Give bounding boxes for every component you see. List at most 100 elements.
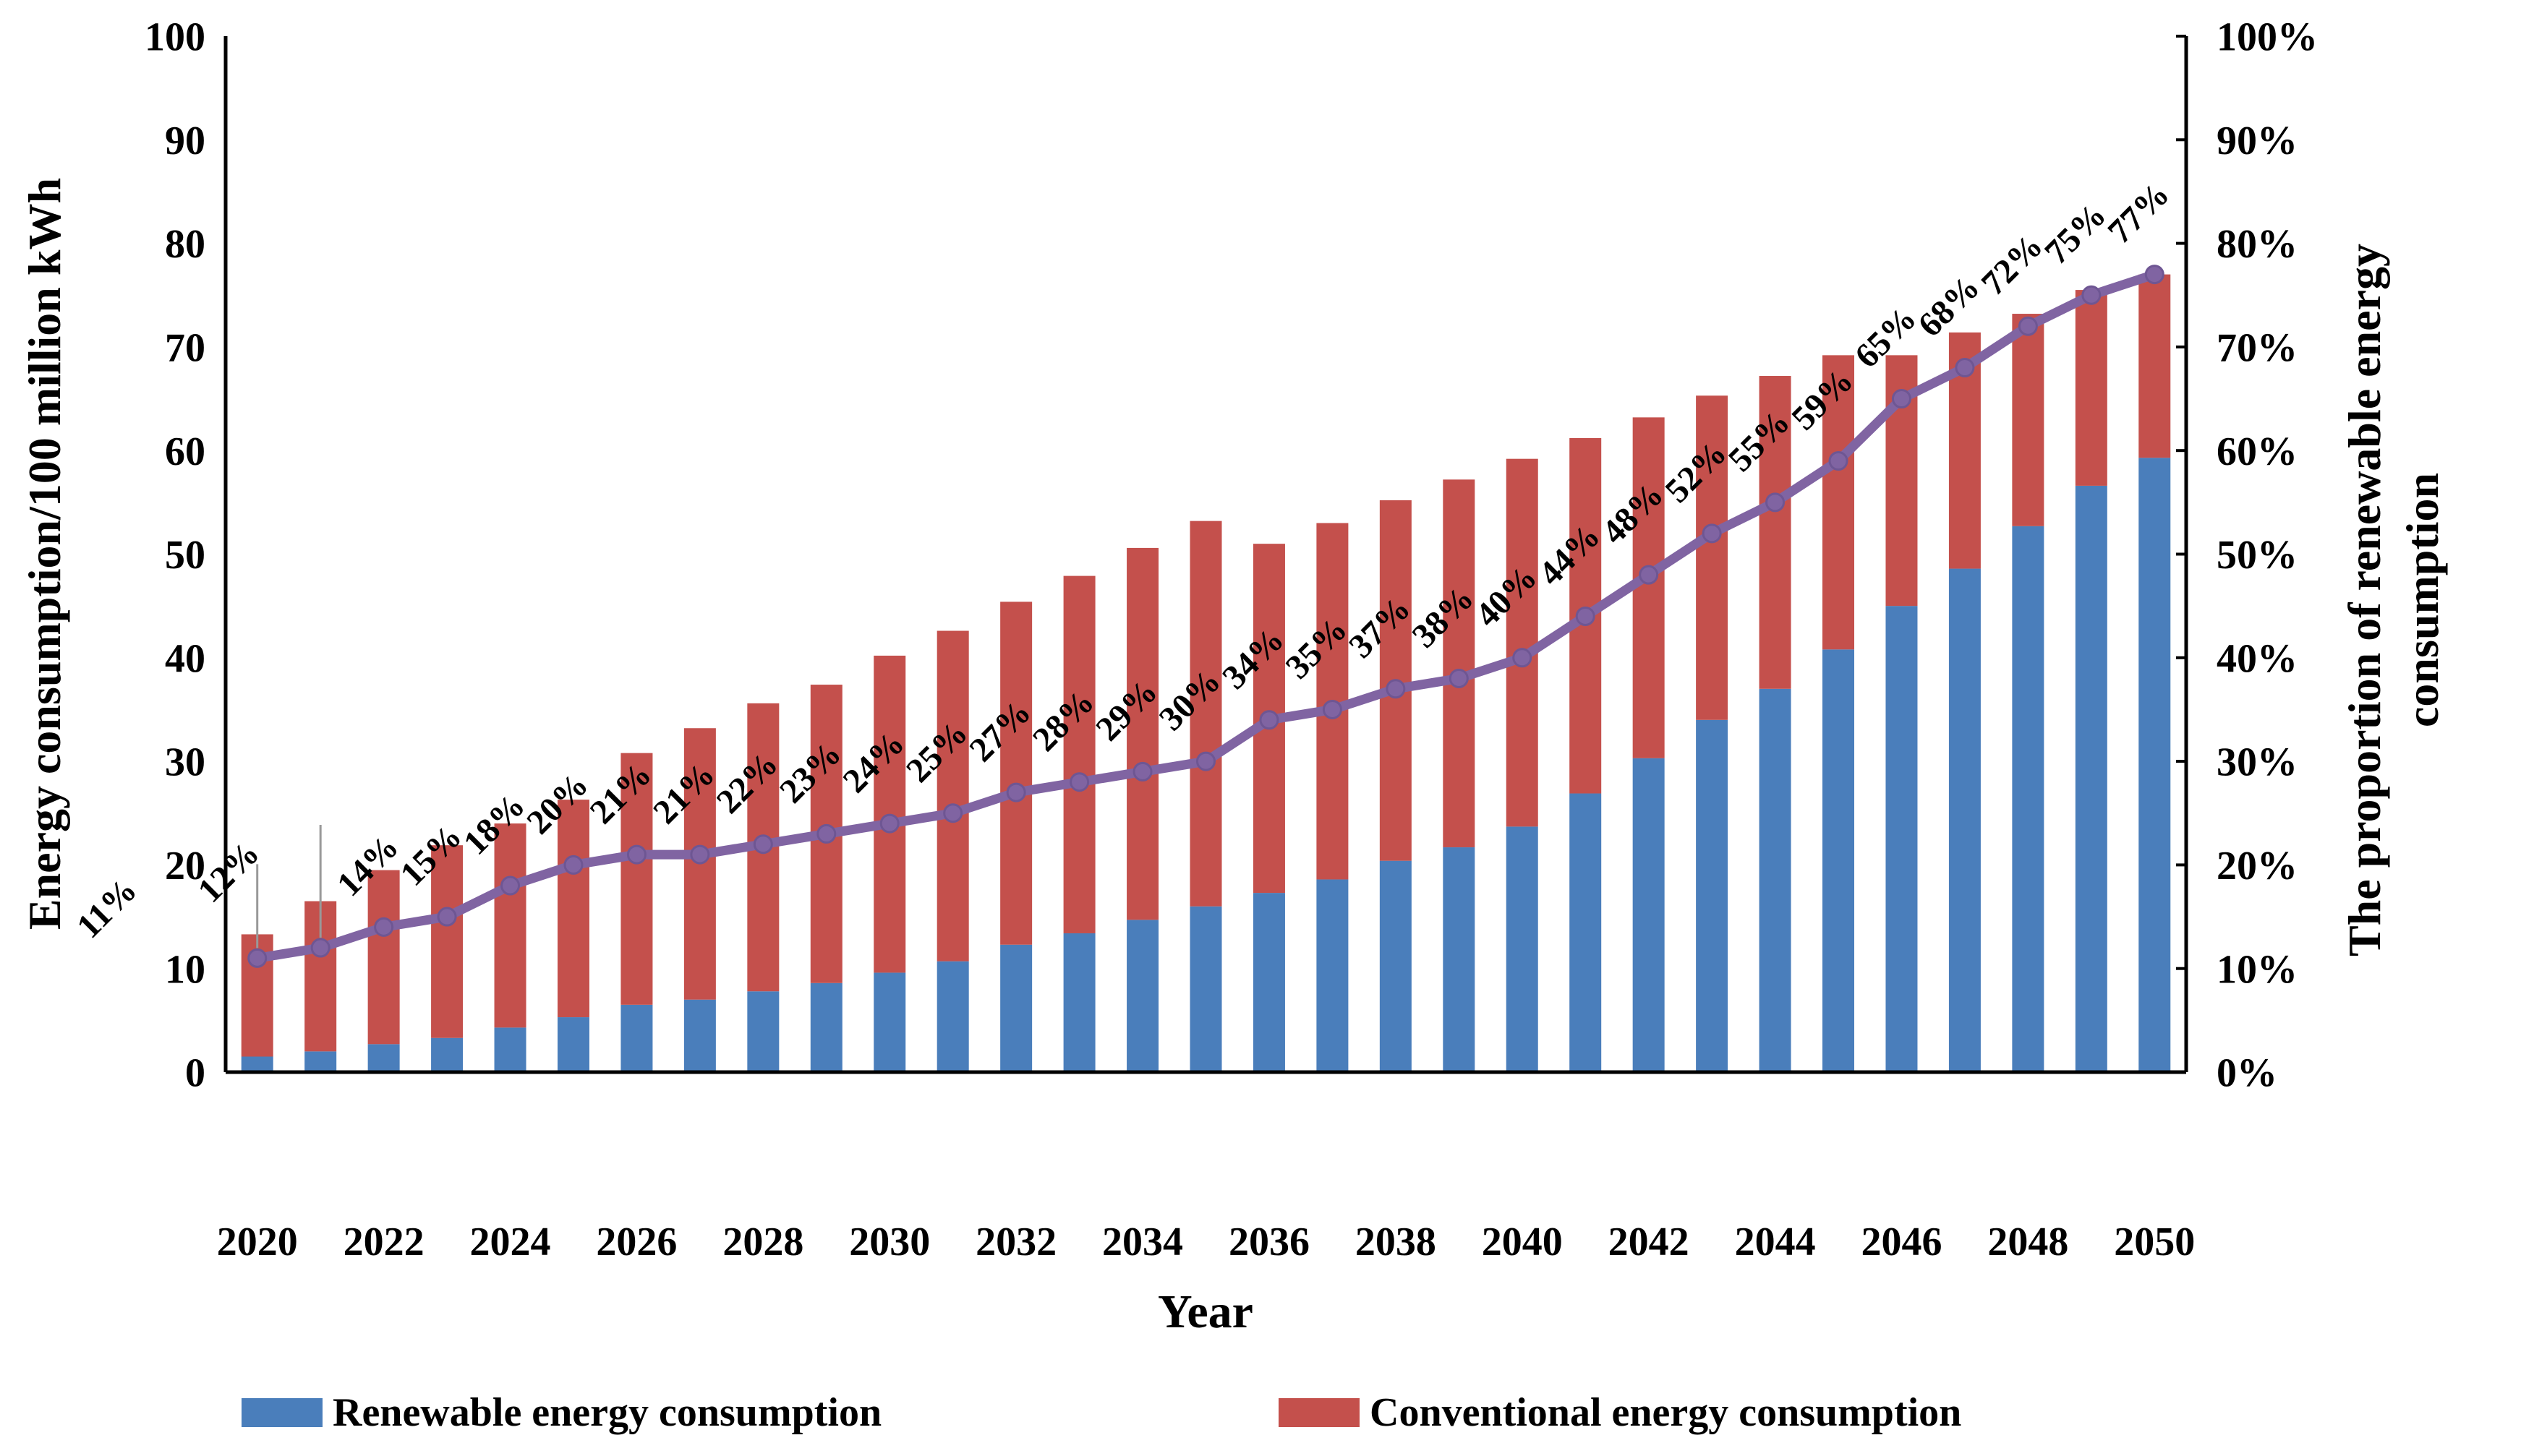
bar-conventional-2049 (2075, 290, 2107, 486)
proportion-point-2027 (690, 844, 710, 865)
right-axis-title: The proportion of renewable energy consu… (2336, 244, 2452, 956)
bar-renewable-2037 (1316, 879, 1349, 1072)
x-axis-tick-label-2026: 2026 (596, 1220, 677, 1264)
proportion-point-2044 (1765, 492, 1786, 513)
x-axis-tick-label-2040: 2040 (1482, 1220, 1563, 1264)
bar-conventional-2044 (1759, 376, 1791, 689)
x-axis-tick-label-2022: 2022 (344, 1220, 425, 1264)
conventional-legend-swatch (1279, 1398, 1360, 1427)
bar-renewable-2030 (874, 972, 906, 1072)
proportion-point-label-2050: 77% (2101, 175, 2177, 251)
legend-item-conventional: Conventional energy consumption (1279, 1389, 1961, 1436)
proportion-point-label-2020: 11% (69, 871, 144, 946)
bar-conventional-2023 (431, 845, 464, 1038)
bar-renewable-2022 (367, 1044, 400, 1072)
bar-renewable-2041 (1569, 793, 1602, 1072)
x-axis-tick-label-2020: 2020 (217, 1220, 298, 1264)
bar-renewable-2050 (2138, 458, 2171, 1072)
bar-conventional-2042 (1632, 417, 1665, 758)
proportion-point-2028 (753, 834, 773, 855)
bar-conventional-2043 (1696, 395, 1728, 720)
proportion-point-2035 (1196, 751, 1216, 771)
right-axis-tick-label-70: 70% (2217, 326, 2298, 371)
x-axis-tick-label-2034: 2034 (1102, 1220, 1183, 1264)
x-axis-tick-label-2048: 2048 (1987, 1220, 2068, 1264)
right-axis-tick-label-80: 80% (2217, 222, 2298, 267)
left-axis-tick-label-80: 80 (165, 222, 205, 267)
proportion-point-2050 (2144, 265, 2164, 285)
bar-conventional-2048 (2012, 314, 2044, 526)
bar-conventional-2026 (620, 753, 653, 1005)
x-axis-tick-label-2038: 2038 (1355, 1220, 1436, 1264)
bar-renewable-2039 (1443, 847, 1475, 1072)
legend-item-renewable: Renewable energy consumption (242, 1389, 882, 1436)
proportion-point-2039 (1449, 668, 1469, 688)
bar-renewable-2046 (1885, 606, 1918, 1072)
bar-renewable-2031 (937, 961, 969, 1072)
bar-renewable-2040 (1506, 826, 1538, 1072)
left-axis-tick-label-30: 30 (165, 740, 205, 785)
proportion-point-2032 (1006, 782, 1026, 802)
left-axis-title: Energy consumption/100 million kWh (19, 177, 70, 930)
bar-renewable-2036 (1253, 893, 1285, 1072)
bar-conventional-2039 (1443, 479, 1475, 848)
bar-renewable-2035 (1190, 906, 1222, 1072)
bar-conventional-2032 (1000, 601, 1033, 945)
bar-renewable-2044 (1759, 688, 1791, 1072)
x-axis-tick-label-2032: 2032 (976, 1220, 1057, 1264)
bar-renewable-2021 (304, 1051, 337, 1072)
right-axis-title-line1: The proportion of renewable energy (2339, 244, 2390, 956)
left-axis-tick-label-50: 50 (165, 533, 205, 578)
bar-renewable-2032 (1000, 944, 1033, 1072)
bar-conventional-2031 (937, 630, 969, 962)
bar-conventional-2033 (1063, 575, 1096, 933)
proportion-point-2023 (437, 907, 457, 927)
bar-conventional-2034 (1127, 547, 1159, 920)
x-axis-tick-label-2050: 2050 (2114, 1220, 2195, 1264)
right-axis-tick-label-10: 10% (2217, 947, 2298, 992)
proportion-point-2038 (1386, 679, 1406, 699)
proportion-point-2021 (310, 938, 330, 958)
bar-renewable-2027 (683, 999, 716, 1072)
bar-conventional-2040 (1506, 458, 1538, 827)
x-axis-title: Year (1158, 1285, 1253, 1338)
x-axis-tick-label-2030: 2030 (849, 1220, 930, 1264)
proportion-point-2043 (1702, 523, 1722, 544)
bar-renewable-2049 (2075, 485, 2107, 1072)
proportion-point-label-2049: 75% (2037, 196, 2113, 272)
proportion-point-2030 (879, 813, 900, 834)
left-axis-tick-label-60: 60 (165, 429, 205, 474)
bar-renewable-2038 (1379, 860, 1412, 1072)
bar-renewable-2024 (494, 1027, 526, 1072)
proportion-point-2048 (2018, 316, 2038, 336)
x-axis-tick-label-2036: 2036 (1229, 1220, 1310, 1264)
x-axis-tick-label-2024: 2024 (470, 1220, 551, 1264)
x-axis-tick-label-2042: 2042 (1608, 1220, 1689, 1264)
right-axis-tick-label-100: 100% (2217, 15, 2318, 60)
bar-conventional-2025 (557, 800, 589, 1018)
bar-renewable-2023 (431, 1037, 464, 1072)
proportion-point-2029 (816, 823, 837, 844)
bar-conventional-2024 (494, 823, 526, 1028)
proportion-point-2022 (374, 917, 394, 937)
left-axis-tick-label-100: 100 (145, 15, 205, 60)
conventional-legend-label: Conventional energy consumption (1370, 1390, 1962, 1435)
right-axis-tick-label-50: 50% (2217, 533, 2298, 578)
proportion-point-2045 (1828, 451, 1848, 471)
bar-conventional-2035 (1190, 521, 1222, 907)
left-axis-tick-label-20: 20 (165, 844, 205, 888)
bar-renewable-2042 (1632, 758, 1665, 1072)
bar-renewable-2048 (2012, 526, 2044, 1072)
proportion-point-2040 (1512, 648, 1532, 668)
proportion-point-2036 (1259, 710, 1279, 730)
renewable-legend-swatch (242, 1398, 323, 1427)
proportion-point-2046 (1891, 389, 1911, 409)
proportion-point-2042 (1639, 565, 1659, 585)
proportion-point-2024 (500, 875, 521, 896)
right-axis-tick-label-30: 30% (2217, 740, 2298, 785)
left-axis-tick-label-0: 0 (185, 1051, 205, 1096)
proportion-point-2033 (1070, 772, 1090, 792)
bar-renewable-2028 (747, 991, 780, 1072)
